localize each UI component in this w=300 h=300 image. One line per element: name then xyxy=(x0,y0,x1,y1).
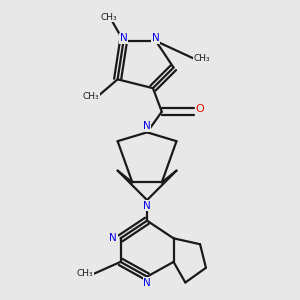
Text: CH₃: CH₃ xyxy=(83,92,99,101)
Text: N: N xyxy=(143,122,151,131)
Text: O: O xyxy=(196,104,204,114)
Text: CH₃: CH₃ xyxy=(193,54,210,63)
Text: N: N xyxy=(152,33,160,43)
Text: N: N xyxy=(109,233,117,243)
Text: N: N xyxy=(120,33,128,43)
Text: CH₃: CH₃ xyxy=(100,13,117,22)
Text: N: N xyxy=(143,201,151,211)
Text: N: N xyxy=(143,278,151,287)
Text: CH₃: CH₃ xyxy=(77,269,94,278)
